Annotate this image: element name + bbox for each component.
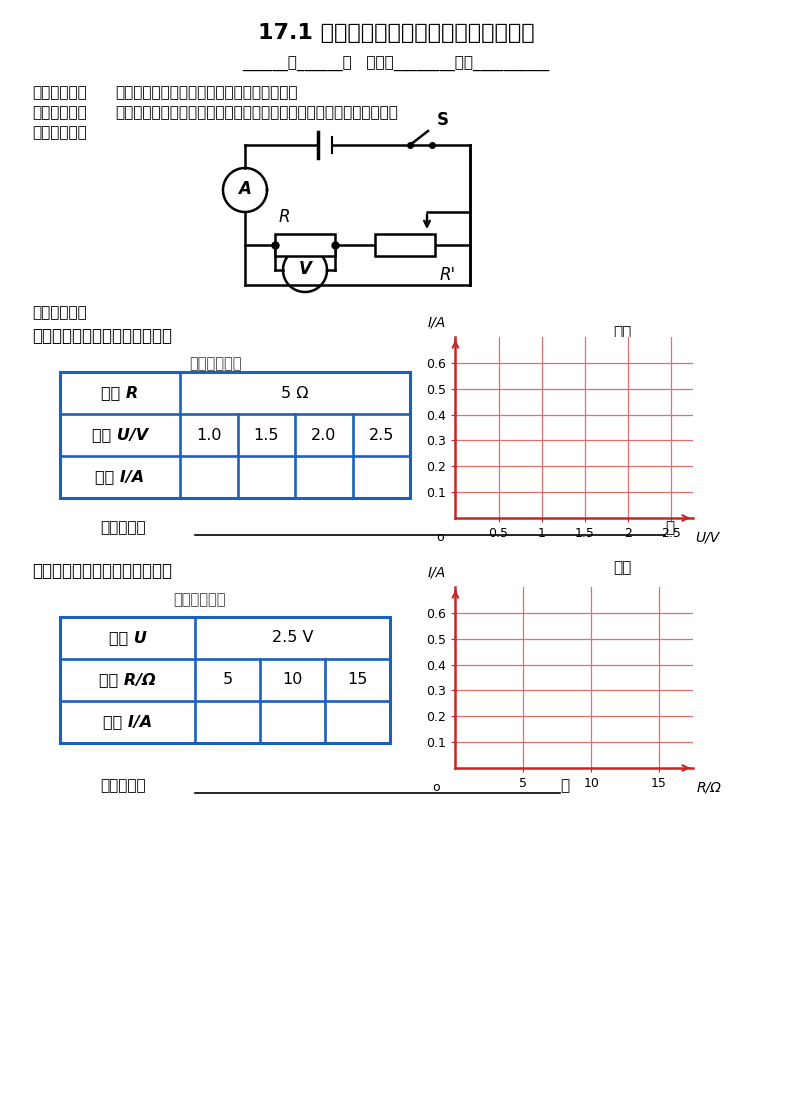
Text: 17.1 电流与电压和电阻的关系实验报告单: 17.1 电流与电压和电阻的关系实验报告单: [257, 24, 535, 43]
Text: 1.0: 1.0: [196, 428, 222, 442]
Text: 。: 。: [665, 520, 674, 535]
Bar: [60, 372, 410, 498]
Text: 电阻 R: 电阻 R: [101, 385, 139, 401]
Text: 电池组、开关、滑动变阻器、定值电阻、电流表、电压表、导线若干。: 电池组、开关、滑动变阻器、定值电阻、电流表、电压表、导线若干。: [115, 105, 398, 120]
Text: 【实验目的】: 【实验目的】: [32, 85, 87, 100]
Text: 电阻 R/Ω: 电阻 R/Ω: [99, 672, 156, 688]
Text: 【实验器材】: 【实验器材】: [32, 105, 87, 120]
Text: 1.5: 1.5: [253, 428, 279, 442]
Text: R/Ω: R/Ω: [697, 781, 722, 794]
Text: o: o: [432, 781, 440, 794]
Text: 2.5 V: 2.5 V: [272, 631, 314, 645]
Text: 电流 I/A: 电流 I/A: [96, 469, 145, 485]
Text: 实验数据表格: 实验数据表格: [173, 592, 227, 607]
Text: 2.5: 2.5: [368, 428, 394, 442]
Text: 实验结论：: 实验结论：: [100, 778, 146, 793]
Text: 10: 10: [282, 672, 303, 688]
Text: I/A: I/A: [427, 566, 446, 579]
Text: ______班______组   组长：________时间__________: ______班______组 组长：________时间__________: [242, 57, 550, 72]
Text: 5 Ω: 5 Ω: [281, 385, 309, 401]
Text: 电压 U: 电压 U: [109, 631, 147, 645]
Text: R: R: [279, 208, 291, 226]
Text: 电流 I/A: 电流 I/A: [103, 715, 152, 729]
Text: 实验结论：: 实验结论：: [100, 520, 146, 535]
Text: 15: 15: [348, 672, 367, 688]
Text: 【实验过程】: 【实验过程】: [32, 305, 87, 320]
Text: 5: 5: [223, 672, 233, 688]
Text: A: A: [238, 180, 251, 198]
Text: o: o: [436, 531, 444, 544]
Text: R': R': [440, 267, 456, 284]
Bar: [375, 234, 435, 256]
Bar: [275, 234, 335, 256]
Text: V: V: [299, 260, 311, 278]
Text: 实验二：探究电流与电压的关系: 实验二：探究电流与电压的关系: [32, 562, 172, 580]
Text: 研究导体中的电流与其两端电压和电阻的关系: 研究导体中的电流与其两端电压和电阻的关系: [115, 85, 298, 100]
Text: 。: 。: [560, 778, 569, 793]
Text: 2.0: 2.0: [311, 428, 337, 442]
Text: 图像: 图像: [613, 560, 631, 575]
Text: 实验一：探究电流与电压的关系: 实验一：探究电流与电压的关系: [32, 327, 172, 345]
Text: S: S: [437, 111, 449, 129]
Text: 电压 U/V: 电压 U/V: [92, 428, 148, 442]
Text: I/A: I/A: [427, 315, 446, 329]
Text: 【实验电路】: 【实验电路】: [32, 125, 87, 140]
Text: U/V: U/V: [695, 531, 720, 544]
Bar: [60, 617, 390, 743]
Text: 实验数据表格: 实验数据表格: [188, 356, 242, 371]
Text: 图像: 图像: [613, 325, 631, 340]
